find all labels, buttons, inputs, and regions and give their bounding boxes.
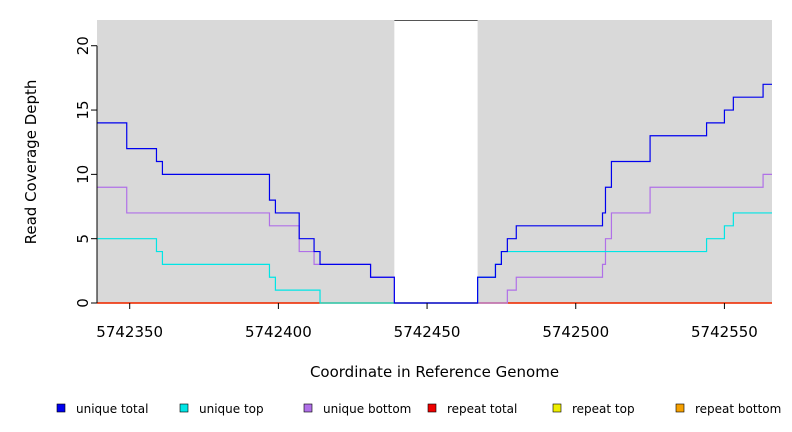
legend-label-repeat-total: repeat total [447, 402, 517, 416]
legend-label-unique-top: unique top [199, 402, 264, 416]
legend-swatch-repeat-total [427, 403, 437, 413]
x-tick-label: 5742550 [691, 323, 758, 341]
series-line-unique-bottom [97, 173, 772, 304]
y-tick-label: 10 [74, 165, 92, 184]
x-tick-label: 5742400 [245, 323, 312, 341]
x-axis-title: Coordinate in Reference Genome [310, 363, 559, 381]
legend-swatch-repeat-top [552, 403, 562, 413]
x-tick-label: 5742350 [96, 323, 163, 341]
x-tick-label: 5742500 [542, 323, 609, 341]
legend: unique total unique top unique bottom repea… [56, 402, 781, 416]
legend-label-unique-total: unique total [76, 402, 148, 416]
y-tick-label: 5 [74, 234, 92, 244]
y-axis-title: Read Coverage Depth [22, 80, 40, 245]
legend-label-repeat-bottom: repeat bottom [695, 402, 781, 416]
y-tick-label: 20 [74, 36, 92, 55]
y-tick-label: 0 [74, 298, 92, 308]
plot-background [97, 20, 772, 303]
axes-layer: 0 5 10 15 20 5742350 5742400 5742450 5742500 5742… [74, 36, 758, 341]
series-layer [97, 83, 772, 304]
legend-swatch-unique-top [179, 403, 189, 413]
legend-label-unique-bottom: unique bottom [323, 402, 411, 416]
legend-swatch-unique-total [56, 403, 66, 413]
legend-swatch-repeat-bottom [675, 403, 685, 413]
x-tick-label: 5742450 [394, 323, 461, 341]
series-line-unique-total [97, 83, 772, 304]
gap-region [394, 20, 478, 303]
legend-swatch-unique-bottom [303, 403, 313, 413]
y-tick-label: 15 [74, 100, 92, 119]
legend-label-repeat-top: repeat top [572, 402, 635, 416]
